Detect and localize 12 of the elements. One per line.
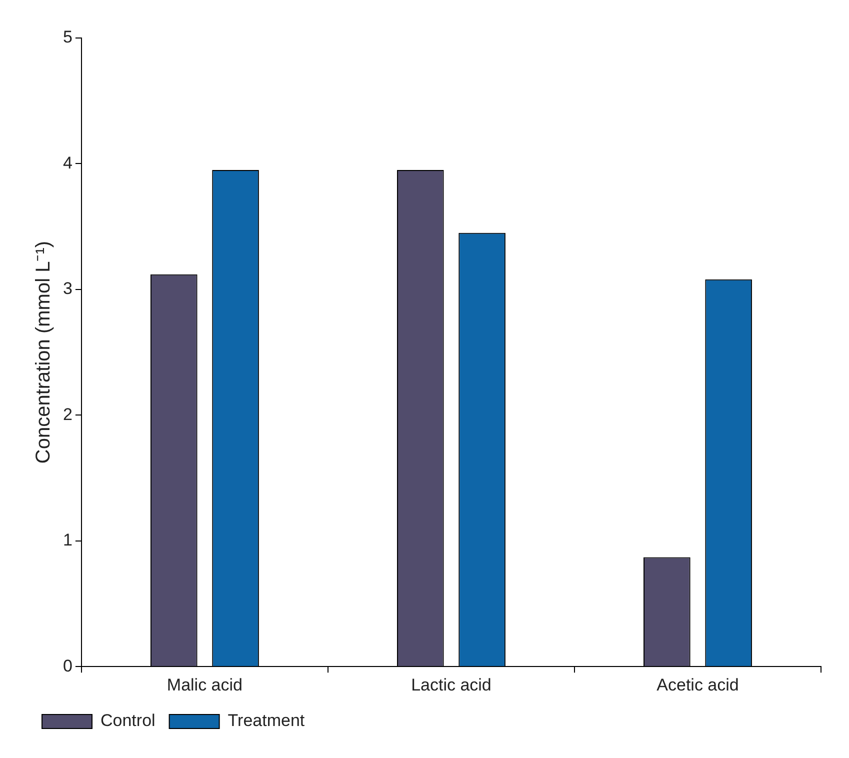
legend-label: Treatment bbox=[228, 711, 305, 730]
y-tick-label: 2 bbox=[62, 404, 72, 424]
x-tick-label: Malic acid bbox=[166, 675, 243, 694]
x-tick-label: Lactic acid bbox=[411, 675, 492, 694]
y-tick-label: 3 bbox=[62, 279, 72, 298]
y-tick-label: 0 bbox=[62, 656, 72, 676]
legend-label: Control bbox=[100, 711, 156, 730]
y-tick-label: 5 bbox=[62, 28, 72, 47]
y-tick-label: 1 bbox=[62, 530, 72, 550]
y-axis-title: Concentration (mmol L⁻¹) bbox=[32, 240, 55, 464]
y-tick-label: 4 bbox=[62, 153, 72, 172]
x-tick-label: Acetic acid bbox=[656, 675, 739, 694]
